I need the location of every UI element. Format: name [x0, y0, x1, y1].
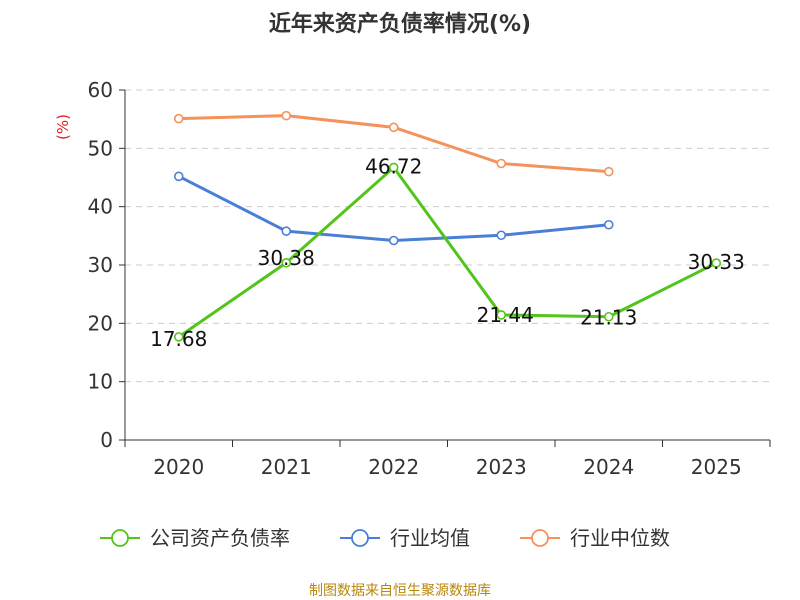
data-point	[173, 332, 184, 342]
y-tick-label: 30	[88, 253, 113, 277]
grid-lines	[125, 89, 770, 383]
x-tick-label: 2020	[153, 455, 204, 479]
data-label: 30.33	[688, 250, 745, 274]
legend: 公司资产负债率 行业均值 行业中位数	[100, 526, 670, 550]
data-label: 21.44	[477, 303, 534, 327]
chart-title: 近年来资产负债率情况(%)	[268, 12, 532, 37]
x-tick-label: 2021	[261, 455, 312, 479]
legend-label: 行业均值	[390, 526, 470, 550]
x-tick-label: 2023	[476, 455, 527, 479]
x-tick-label: 2025	[691, 455, 742, 479]
data-point	[173, 113, 184, 124]
legend-marker	[531, 529, 549, 547]
source-note: 制图数据来自恒生聚源数据库	[309, 583, 491, 599]
axes: 0 10 20 30 40 50 60 (%) 2020 2021 2022 2023 2024 2025	[54, 78, 771, 479]
data-point	[711, 258, 722, 268]
data-labels: 17.68 30.38 46.72 21.44 21.13 30.33	[150, 154, 745, 350]
legend-marker	[111, 529, 129, 547]
data-point	[281, 110, 292, 121]
data-label: 46.72	[365, 154, 422, 178]
y-tick-label: 50	[88, 136, 113, 160]
data-point	[603, 219, 614, 230]
data-point	[388, 162, 399, 173]
series-line	[177, 165, 717, 339]
series-lines	[173, 110, 722, 342]
x-tick-label: 2022	[368, 455, 419, 479]
data-point	[388, 122, 399, 133]
legend-marker	[351, 529, 369, 547]
y-tick-label: 40	[88, 195, 113, 219]
data-point	[496, 230, 507, 241]
y-axis-label: (%)	[54, 114, 72, 140]
legend-label: 行业中位数	[570, 526, 670, 550]
data-point	[496, 158, 507, 169]
y-tick-label: 60	[88, 78, 113, 102]
data-point	[603, 311, 614, 322]
y-tick-label: 10	[88, 370, 113, 394]
legend-label: 公司资产负债率	[150, 526, 290, 550]
data-point	[173, 171, 184, 182]
data-point	[603, 166, 614, 177]
data-label: 30.38	[258, 246, 315, 270]
data-point	[281, 226, 292, 236]
data-point	[496, 310, 507, 320]
data-label: 21.13	[580, 306, 637, 330]
data-point	[281, 257, 292, 268]
y-tick-label: 20	[88, 311, 113, 335]
data-label: 17.68	[150, 327, 207, 351]
data-point	[388, 235, 399, 246]
y-tick-label: 0	[100, 428, 113, 452]
series-line	[178, 174, 609, 242]
x-tick-label: 2024	[583, 455, 634, 479]
